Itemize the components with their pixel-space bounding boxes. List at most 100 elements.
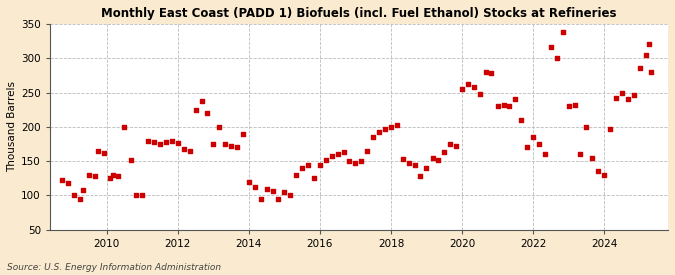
Point [308,176,319,180]
Point [421,166,432,170]
Point [104,176,115,180]
Point [599,173,610,177]
Point [569,103,580,107]
Point [450,144,461,148]
Point [634,66,645,71]
Point [137,193,148,198]
Point [468,85,479,89]
Point [587,156,598,160]
Point [119,125,130,129]
Point [238,131,248,136]
Point [356,159,367,163]
Point [143,138,154,143]
Point [545,45,556,50]
Point [593,169,603,174]
Point [321,158,331,162]
Point [148,140,159,144]
Point [534,142,545,146]
Point [90,174,101,178]
Point [385,125,396,129]
Point [516,118,526,122]
Point [326,153,337,158]
Point [107,173,118,177]
Point [184,149,195,153]
Point [214,125,225,129]
Point [439,150,450,155]
Point [261,186,272,191]
Point [250,184,261,189]
Point [244,180,254,184]
Point [563,104,574,108]
Point [616,90,627,95]
Point [113,174,124,178]
Point [379,127,390,131]
Point [492,104,503,108]
Point [131,193,142,198]
Point [92,149,103,153]
Point [196,99,207,104]
Point [557,30,568,34]
Point [99,151,109,155]
Point [155,142,165,146]
Point [539,152,550,156]
Point [75,197,86,201]
Point [338,150,349,155]
Point [528,135,539,139]
Point [291,173,302,177]
Point [190,108,201,112]
Point [522,145,533,150]
Point [84,173,95,177]
Point [332,152,343,156]
Point [273,197,284,201]
Point [315,162,325,167]
Point [504,104,514,108]
Point [362,149,373,153]
Point [392,123,402,128]
Point [297,166,308,170]
Point [219,142,230,146]
Point [445,142,456,146]
Point [481,70,491,74]
Point [285,193,296,198]
Point [427,156,438,160]
Point [646,70,657,74]
Point [267,188,278,193]
Point [69,193,80,198]
Point [409,162,420,167]
Point [641,53,651,57]
Point [498,103,509,107]
Point [232,145,242,150]
Y-axis label: Thousand Barrels: Thousand Barrels [7,81,17,172]
Point [510,97,520,101]
Point [486,71,497,76]
Point [208,142,219,146]
Point [57,177,68,182]
Point [581,125,592,129]
Point [78,188,88,192]
Point [415,174,426,178]
Point [475,92,485,96]
Point [605,127,616,131]
Point [125,158,136,162]
Point [433,158,443,162]
Point [462,82,473,86]
Text: Source: U.S. Energy Information Administration: Source: U.S. Energy Information Administ… [7,263,221,272]
Point [178,147,189,151]
Point [575,152,586,156]
Point [551,56,562,60]
Point [622,97,633,101]
Point [610,96,621,100]
Point [403,160,414,165]
Point [255,197,266,201]
Point [398,157,408,161]
Point [643,42,654,47]
Point [456,87,467,91]
Point [628,93,639,97]
Point [225,144,236,148]
Point [344,159,355,163]
Point [172,141,183,145]
Point [374,130,385,134]
Point [161,140,171,144]
Point [166,138,177,143]
Title: Monthly East Coast (PADD 1) Biofuels (incl. Fuel Ethanol) Stocks at Refineries: Monthly East Coast (PADD 1) Biofuels (in… [101,7,617,20]
